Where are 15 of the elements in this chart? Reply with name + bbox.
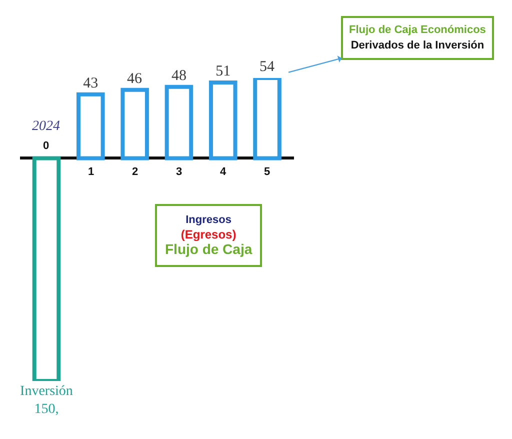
x-tick-label: 4 — [220, 166, 227, 178]
data-label: Inversión 150, — [20, 384, 73, 418]
annotation: 2024 — [32, 119, 60, 134]
x-tick-label: 5 — [264, 166, 270, 178]
annotation: Flujo de Caja Económicos Derivados de la Inversión — [349, 24, 486, 52]
x-tick-label: 2 — [132, 166, 138, 178]
data-label: 54 — [260, 59, 276, 75]
x-tick-label: 3 — [176, 166, 182, 178]
data-label: 46 — [127, 70, 143, 87]
data-label: 48 — [171, 68, 186, 84]
x-tick-label: 1 — [88, 166, 94, 178]
data-label: 51 — [216, 63, 231, 80]
x-tick-label: 0 — [43, 140, 50, 152]
data-label: 43 — [83, 75, 98, 92]
annotation: Ingresos (Egresos) Flujo de Caja — [165, 214, 252, 258]
